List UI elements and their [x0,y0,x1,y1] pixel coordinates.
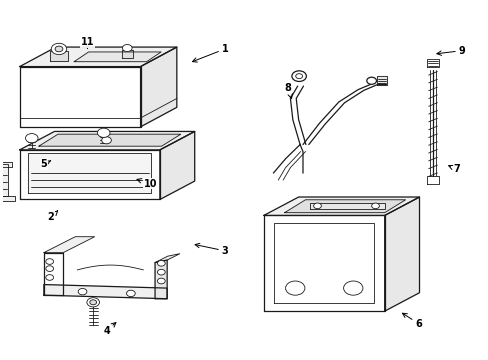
Circle shape [87,298,99,307]
Circle shape [102,137,111,144]
Polygon shape [122,50,132,58]
Polygon shape [20,47,177,67]
Polygon shape [20,131,194,150]
Circle shape [366,77,376,84]
Circle shape [122,45,132,51]
Polygon shape [160,131,194,199]
Text: 5: 5 [41,159,51,169]
Polygon shape [28,153,151,193]
Text: 1: 1 [192,44,228,62]
Circle shape [55,46,63,52]
Polygon shape [264,215,384,311]
Polygon shape [44,284,167,299]
Circle shape [46,275,53,280]
Text: 7: 7 [448,165,460,174]
Circle shape [291,71,306,81]
Polygon shape [20,150,160,199]
Text: 8: 8 [284,83,292,98]
Polygon shape [309,203,385,209]
Polygon shape [44,237,95,253]
Polygon shape [39,134,181,146]
Polygon shape [0,162,12,167]
Polygon shape [155,254,180,262]
Text: 4: 4 [103,323,116,336]
Circle shape [313,203,321,209]
Circle shape [78,288,87,295]
Circle shape [51,43,66,55]
Polygon shape [44,253,63,295]
Circle shape [371,203,379,209]
Polygon shape [155,260,167,299]
Circle shape [157,260,165,266]
Circle shape [46,259,53,264]
Polygon shape [74,52,161,62]
Text: 10: 10 [137,179,157,189]
Circle shape [46,266,53,271]
Circle shape [157,278,165,284]
Polygon shape [284,200,405,213]
Circle shape [90,300,96,305]
Polygon shape [20,67,140,127]
Polygon shape [140,47,177,127]
Polygon shape [0,164,8,196]
Text: 11: 11 [81,37,94,48]
Circle shape [343,281,362,295]
Text: 2: 2 [48,211,58,222]
Polygon shape [426,176,438,184]
Circle shape [25,134,38,143]
Polygon shape [50,51,67,60]
Polygon shape [384,197,419,311]
Text: 3: 3 [195,243,228,256]
Polygon shape [0,196,15,201]
Circle shape [285,281,305,295]
Polygon shape [264,197,419,215]
Text: 9: 9 [436,46,465,56]
Circle shape [157,269,165,275]
Text: 6: 6 [402,313,421,329]
Polygon shape [426,59,438,67]
Circle shape [126,290,135,297]
Circle shape [97,128,110,138]
Polygon shape [376,76,386,85]
Circle shape [295,74,302,78]
